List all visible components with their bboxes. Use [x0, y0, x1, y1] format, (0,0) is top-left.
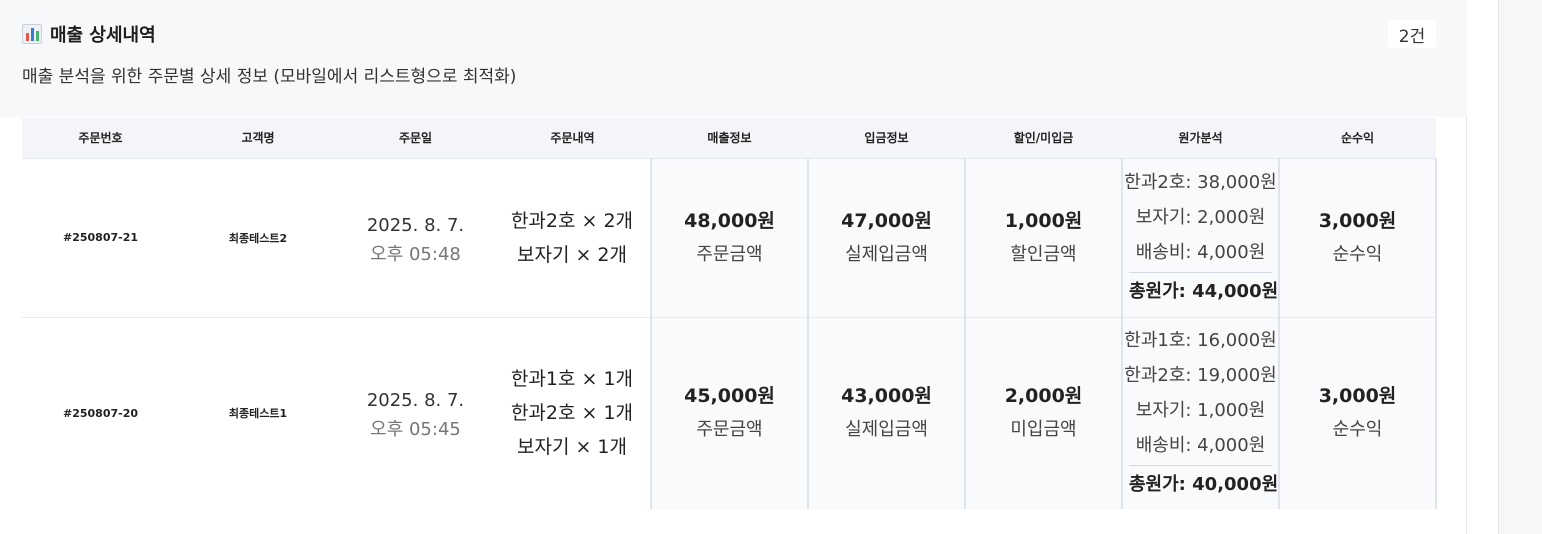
section-header: 매출 상세내역 2건 매출 분석을 위한 주문별 상세 정보 (모바일에서 리스… — [0, 0, 1467, 117]
cost-item: 보자기: 2,000원 — [1135, 206, 1266, 228]
cost-item: 한과2호: 19,000원 — [1124, 364, 1277, 386]
deposit-label: 실제입금액 — [845, 243, 928, 265]
customer-name: 최종테스트1 — [228, 407, 288, 421]
bar-chart-icon — [22, 24, 42, 44]
section-title: 매출 상세내역 — [22, 21, 156, 47]
profit-amount: 3,000원 — [1318, 209, 1397, 232]
discount-info-cell: 2,000원 미입금액 — [964, 317, 1122, 509]
order-item: 한과2호 × 2개 — [510, 209, 634, 232]
order-date-cell: 2025. 8. 7. 오후 05:45 — [337, 317, 494, 509]
cost-analysis-cell: 한과2호: 38,000원 보자기: 2,000원 배송비: 4,000원 총원… — [1121, 158, 1279, 318]
header-deposit-info[interactable]: 입금정보 — [808, 118, 965, 159]
discount-label: 할인금액 — [1010, 243, 1077, 265]
header-customer[interactable]: 고객명 — [179, 118, 337, 159]
header-discount-unpaid[interactable]: 할인/미입금 — [965, 118, 1122, 159]
order-time: 오후 05:45 — [370, 419, 461, 441]
cost-total: 총원가: 44,000원 — [1129, 271, 1278, 311]
sales-info-cell: 48,000원 주문금액 — [650, 158, 808, 318]
sales-info-cell: 45,000원 주문금액 — [650, 317, 808, 509]
order-items-cell: 한과2호 × 2개 보자기 × 2개 — [494, 158, 651, 318]
order-date: 2025. 8. 7. — [366, 214, 465, 236]
order-time: 오후 05:48 — [370, 243, 461, 265]
net-profit-cell: 3,000원 순수익 — [1278, 317, 1437, 509]
side-scroll-gutter[interactable] — [1498, 0, 1542, 534]
order-date: 2025. 8. 7. — [366, 390, 465, 412]
sales-label: 주문금액 — [696, 419, 763, 441]
cost-item: 보자기: 1,000원 — [1135, 399, 1266, 421]
header-sales-info[interactable]: 매출정보 — [651, 118, 808, 159]
deposit-amount: 43,000원 — [841, 385, 932, 408]
order-item: 보자기 × 1개 — [516, 436, 627, 459]
order-item: 한과2호 × 1개 — [510, 402, 634, 425]
table-row[interactable]: #250807-20 최종테스트1 2025. 8. 7. 오후 05:45 한… — [22, 317, 1437, 509]
discount-info-cell: 1,000원 할인금액 — [964, 158, 1122, 318]
header-order-date[interactable]: 주문일 — [337, 118, 494, 159]
cost-item: 배송비: 4,000원 — [1135, 434, 1266, 456]
unpaid-label: 미입금액 — [1010, 419, 1077, 441]
discount-amount: 1,000원 — [1004, 209, 1083, 232]
section-subtitle: 매출 분석을 위한 주문별 상세 정보 (모바일에서 리스트형으로 최적화) — [22, 67, 517, 87]
order-date-cell: 2025. 8. 7. 오후 05:48 — [337, 158, 494, 318]
unpaid-amount: 2,000원 — [1004, 385, 1083, 408]
cost-item: 한과1호: 16,000원 — [1124, 329, 1277, 351]
section-title-text: 매출 상세내역 — [50, 25, 156, 46]
sales-detail-table: 주문번호 고객명 주문일 주문내역 매출정보 입금정보 할인/미입금 원가분석 … — [22, 118, 1437, 509]
sales-amount: 48,000원 — [684, 209, 775, 232]
header-order-no[interactable]: 주문번호 — [22, 118, 179, 159]
sales-label: 주문금액 — [696, 243, 763, 265]
deposit-amount: 47,000원 — [841, 209, 932, 232]
order-item: 한과1호 × 1개 — [510, 368, 634, 391]
sales-detail-panel: 매출 상세내역 2건 매출 분석을 위한 주문별 상세 정보 (모바일에서 리스… — [0, 0, 1467, 534]
deposit-info-cell: 43,000원 실제입금액 — [807, 317, 965, 509]
profit-label: 순수익 — [1332, 419, 1383, 441]
net-profit-cell: 3,000원 순수익 — [1278, 158, 1437, 318]
header-cost-analysis[interactable]: 원가분석 — [1122, 118, 1279, 159]
cost-total: 총원가: 40,000원 — [1129, 464, 1278, 504]
sales-amount: 45,000원 — [684, 385, 775, 408]
cost-analysis-cell: 한과1호: 16,000원 한과2호: 19,000원 보자기: 1,000원 … — [1121, 317, 1279, 509]
count-badge: 2건 — [1388, 20, 1436, 48]
deposit-label: 실제입금액 — [845, 419, 928, 441]
deposit-info-cell: 47,000원 실제입금액 — [807, 158, 965, 318]
table-header-row: 주문번호 고객명 주문일 주문내역 매출정보 입금정보 할인/미입금 원가분석 … — [22, 118, 1436, 159]
header-order-items[interactable]: 주문내역 — [494, 118, 651, 159]
order-number: #250807-20 — [62, 406, 138, 420]
order-items-cell: 한과1호 × 1개 한과2호 × 1개 보자기 × 1개 — [494, 317, 651, 509]
cost-item: 배송비: 4,000원 — [1135, 241, 1266, 263]
profit-amount: 3,000원 — [1318, 385, 1397, 408]
header-net-profit[interactable]: 순수익 — [1279, 118, 1436, 159]
cost-item: 한과2호: 38,000원 — [1124, 171, 1277, 193]
order-item: 보자기 × 2개 — [516, 243, 627, 266]
profit-label: 순수익 — [1332, 243, 1383, 265]
customer-name: 최종테스트2 — [179, 158, 337, 318]
table-row[interactable]: #250807-21 최종테스트2 2025. 8. 7. 오후 05:48 한… — [22, 158, 1437, 318]
order-number: #250807-21 — [22, 158, 179, 318]
